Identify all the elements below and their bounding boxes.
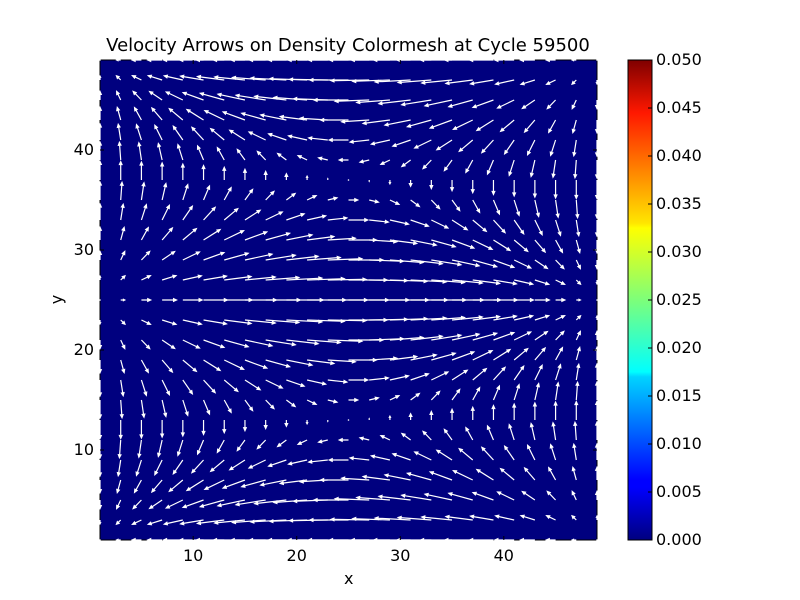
colorbar-tick-label: 0.010: [656, 434, 702, 453]
colorbar-tick-label: 0.025: [656, 290, 702, 309]
colorbar-tick-label: 0.035: [656, 194, 702, 213]
colorbar-tick-label: 0.030: [656, 242, 702, 261]
colorbar-tick-label: 0.020: [656, 338, 702, 357]
colorbar-tick-label: 0.015: [656, 386, 702, 405]
x-tick-label: 30: [390, 546, 411, 565]
colorbar-tick-label: 0.045: [656, 98, 702, 117]
y-tick-label: 20: [73, 340, 94, 359]
y-tick-label: 40: [73, 140, 94, 159]
y-axis-label: y: [47, 294, 67, 305]
x-tick-label: 10: [183, 546, 204, 565]
y-tick-label: 30: [73, 240, 94, 259]
x-axis-label: x: [344, 569, 354, 588]
colorbar-tick-label: 0.050: [656, 50, 702, 69]
x-tick-label: 20: [286, 546, 307, 565]
velocity-arrows: [97, 57, 600, 543]
x-tick-label: 40: [493, 546, 514, 565]
y-tick-label: 10: [73, 440, 94, 459]
colorbar-tick-label: 0.040: [656, 146, 702, 165]
colorbar-tick-label: 0.000: [656, 530, 702, 549]
colorbar-tick-label: 0.005: [656, 482, 702, 501]
chart-title: Velocity Arrows on Density Colormesh at …: [106, 35, 590, 56]
